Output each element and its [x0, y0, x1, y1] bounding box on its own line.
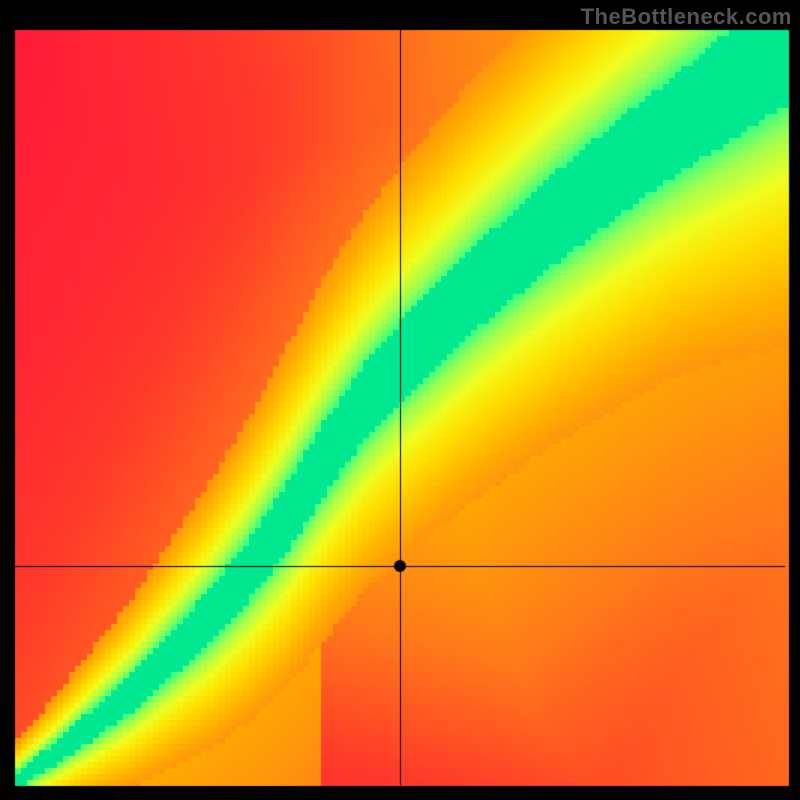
- chart-container: TheBottleneck.com: [0, 0, 800, 800]
- watermark-text: TheBottleneck.com: [581, 4, 792, 30]
- heatmap-canvas: [0, 0, 800, 800]
